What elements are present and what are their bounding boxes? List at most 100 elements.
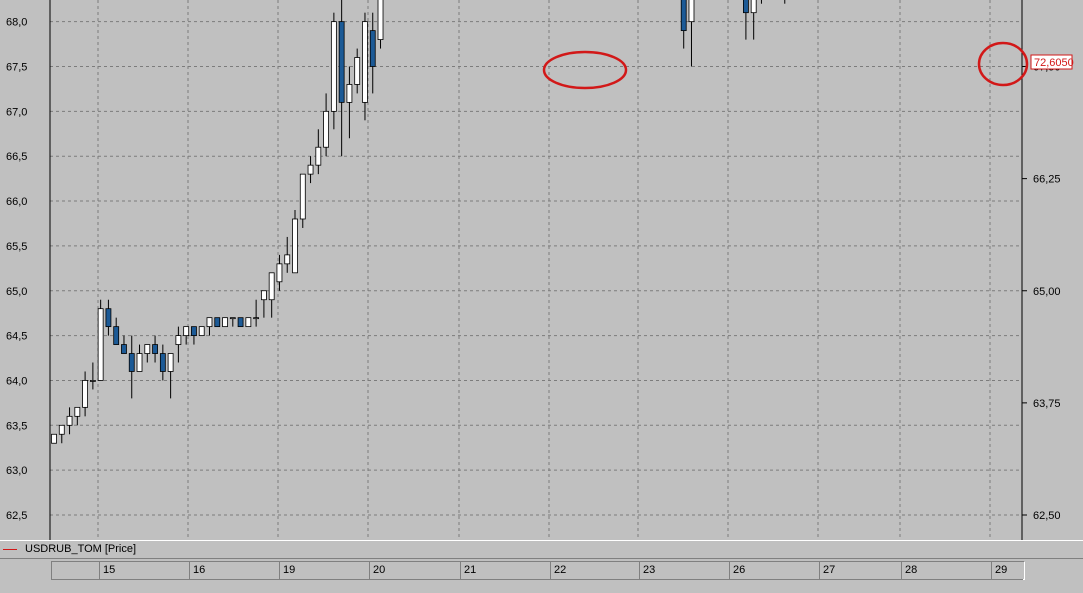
candle-body-up [89,380,96,382]
candle [323,93,329,157]
series-legend-label: USDRUB_TOM [Price] [25,543,137,555]
date-tick [901,562,902,579]
date-tick [189,562,190,579]
candle [284,236,291,273]
candle-body-up [253,317,260,320]
candle [136,344,143,372]
candle-body-down [237,317,244,328]
candle-body-up [750,0,757,14]
candle [121,335,127,354]
candle-body-up [323,110,329,148]
candle [229,317,236,327]
candle-body-up [74,406,81,417]
candle-body-up [354,57,361,85]
candle [198,326,205,337]
candle-body-up [229,317,236,320]
candle [222,317,228,328]
date-tick [460,562,461,579]
candle [261,290,267,318]
candle [105,299,112,336]
candle [377,0,384,49]
date-label: 27 [823,564,836,576]
candle [66,407,73,435]
candle-body-up [82,380,88,408]
candle [253,299,260,327]
candle-body-down [159,353,166,372]
candle-body-down [743,0,749,14]
candle-body-up [51,433,57,444]
left-tick-label: 66,5 [6,151,27,163]
date-tick [369,562,370,579]
candle [89,362,96,390]
candle [346,66,353,139]
right-tick-label: 63,75 [1033,398,1061,410]
date-label: 16 [193,564,206,576]
candle-body-up [276,263,283,283]
candle-body-down [105,308,112,328]
candle [82,371,88,417]
candle-body-up [307,164,314,175]
candle-body-up [292,218,298,274]
candle [688,0,695,67]
candle-body-down [128,353,135,372]
left-tick-label: 63,5 [6,420,27,432]
candle-body-up [144,344,151,354]
candle-body-up [268,272,275,301]
candle-body-up [362,21,368,103]
candle [276,254,283,291]
candle-body-up [183,326,190,337]
date-axis-bar[interactable]: 15 16 19 20 21 22 23 26 27 28 29 [51,561,1025,580]
candle [369,12,376,94]
last-price-label: 72,6050 [1034,57,1074,69]
left-tick-label: 64,0 [6,375,27,387]
candle [191,326,197,345]
right-tick-label: 62,50 [1033,510,1061,522]
candle [299,173,306,228]
left-tick-label: 64,5 [6,331,27,343]
candle-body-up [346,84,353,103]
candle-body-up [58,424,65,435]
candle [167,353,174,399]
candle [128,335,135,399]
last-price-highlight-circle [977,41,1029,87]
right-tick-label: 65,00 [1033,286,1061,298]
candle [307,156,314,184]
candle-body-up [330,21,337,112]
candle-body-up [198,326,205,337]
date-tick [279,562,280,579]
candle-body-down [152,344,158,354]
candle [74,406,81,426]
candle-body-down [214,317,221,328]
candle-body-up [315,146,322,166]
candle-body-up [688,0,695,23]
candle [245,317,252,328]
date-tick [639,562,640,579]
left-tick-label: 63,0 [6,465,27,477]
candle [183,326,190,345]
candle [237,317,244,328]
candle-layer [51,0,786,444]
date-label: 22 [554,564,567,576]
candle [58,424,65,444]
plot-area [50,0,1022,540]
grid-layer [50,0,1022,540]
candle-body-down [191,326,197,337]
left-tick-label: 66,0 [6,196,27,208]
date-axis-scrollbar[interactable] [51,579,1023,592]
candle-body-up [97,308,104,381]
candle [152,335,158,363]
candle-body-up [175,335,182,345]
left-tick-label: 68,0 [6,17,27,29]
right-tick-label: 66,25 [1033,174,1061,186]
date-label: 20 [373,564,386,576]
left-tick-label: 67,5 [6,62,27,74]
date-label: 21 [464,564,477,576]
date-tick [991,562,992,579]
candle-body-up [261,290,267,301]
date-label: 15 [103,564,116,576]
date-label: 28 [905,564,918,576]
candle [97,299,104,381]
candle [330,12,337,130]
candle [175,326,182,363]
peak-highlight-circle [542,50,628,90]
